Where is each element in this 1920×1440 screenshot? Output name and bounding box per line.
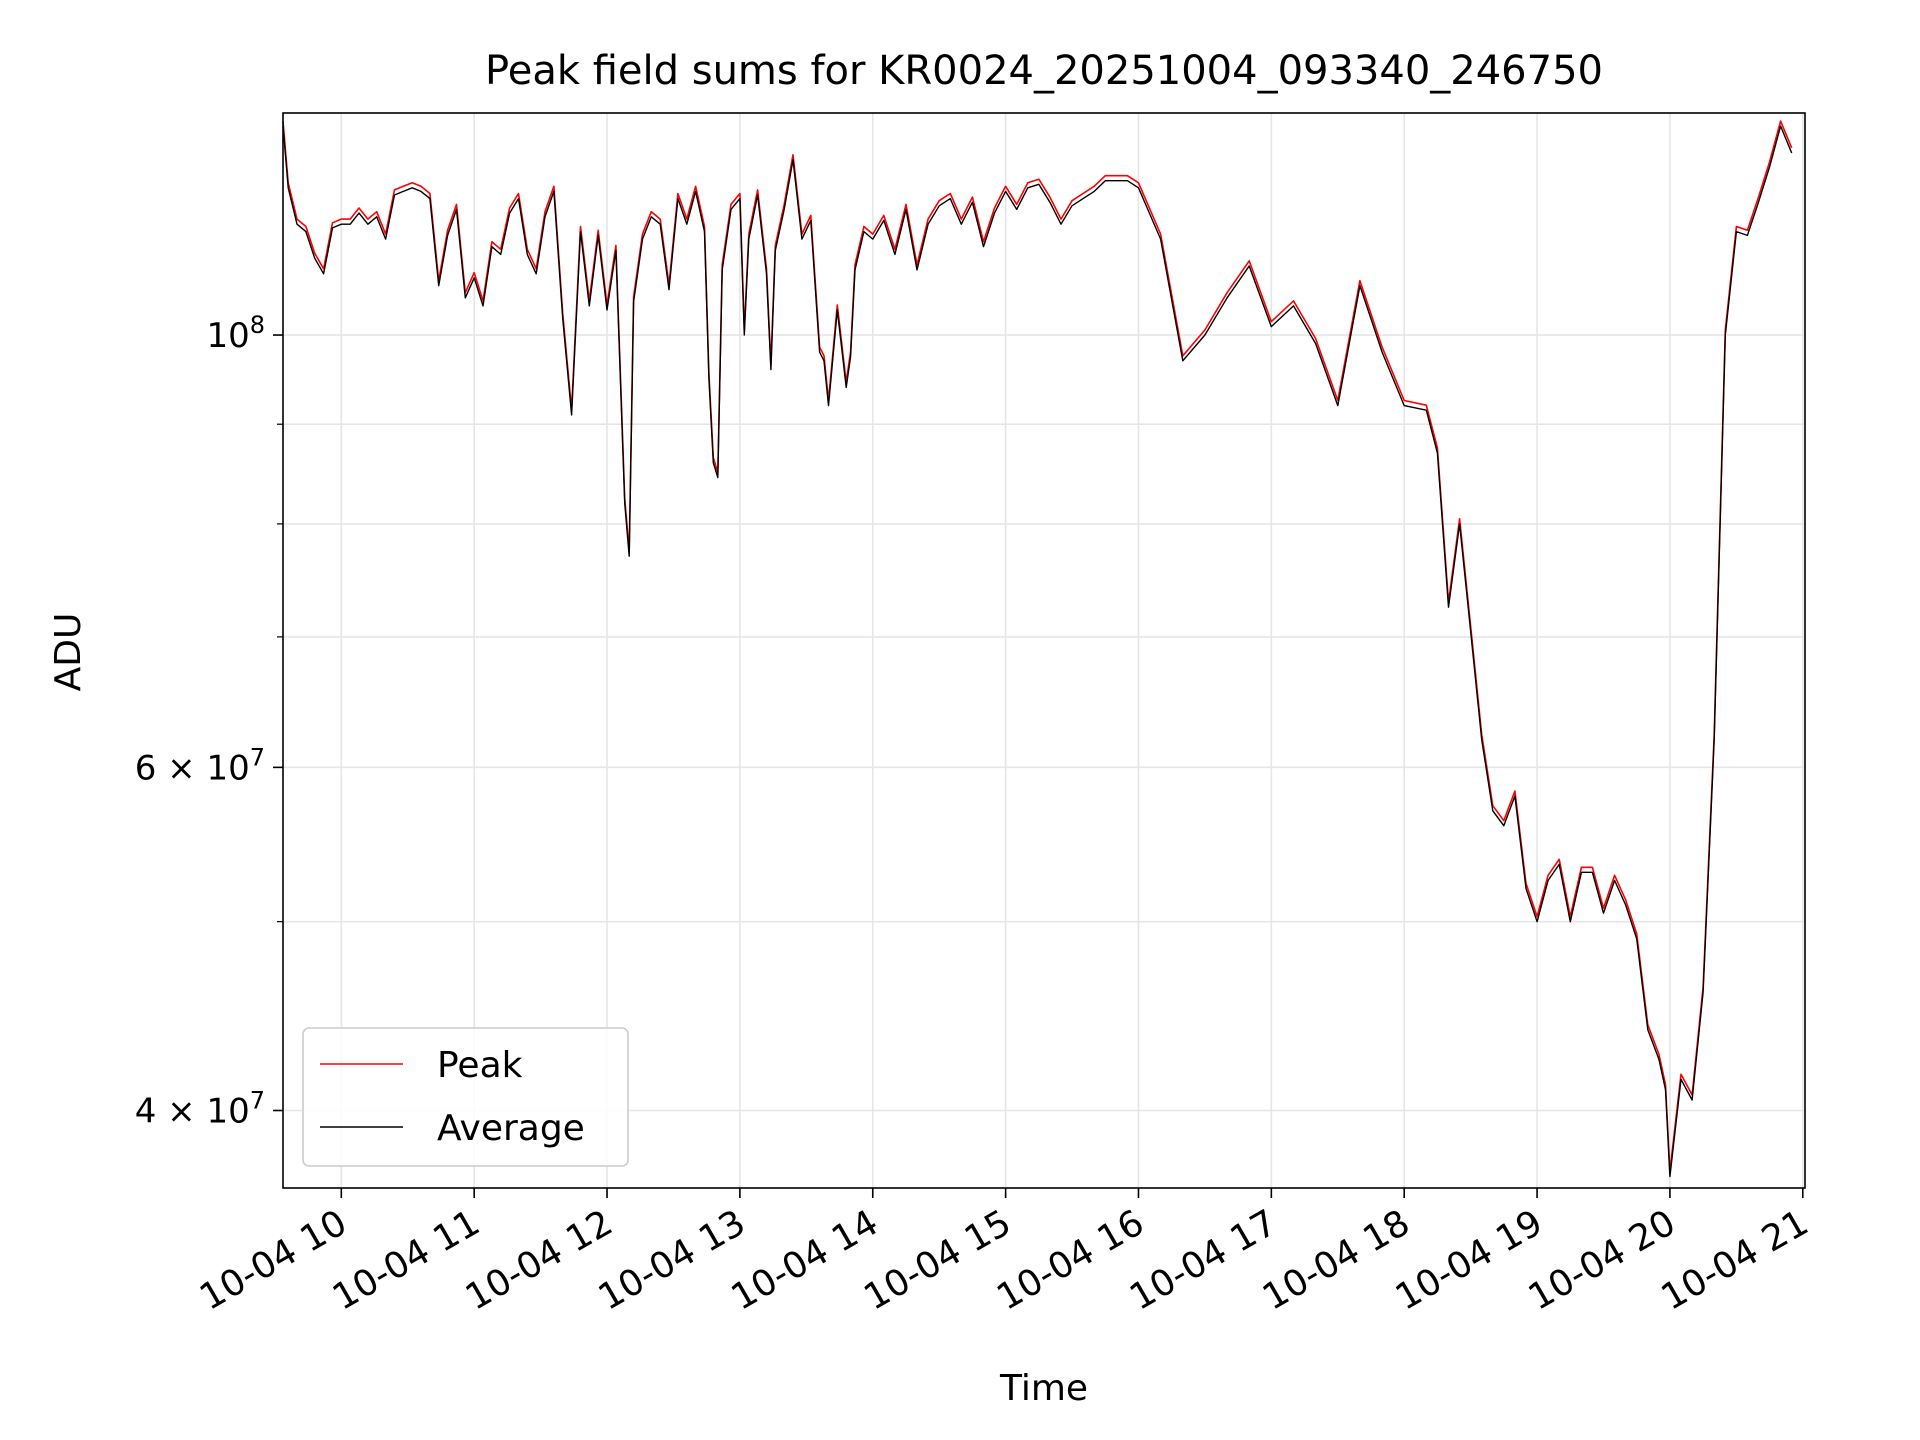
x-axis-label: Time: [999, 1368, 1088, 1409]
series-line-average: [282, 125, 1793, 1178]
chart-title: Peak field sums for KR0024_20251004_0933…: [485, 48, 1603, 94]
legend: Peak Average: [302, 1027, 629, 1167]
y-axis-label: ADU: [48, 613, 89, 692]
series-line-peak: [282, 120, 1793, 1173]
legend-peak-label: Peak: [437, 1045, 523, 1086]
y-tick-label: 4 × 107: [135, 1087, 265, 1132]
legend-average-label: Average: [437, 1108, 585, 1149]
plot-frame: [282, 112, 1806, 1189]
y-tick-label: 6 × 107: [135, 743, 265, 788]
series-layer: [282, 120, 1793, 1178]
y-tick-label: 108: [206, 311, 265, 356]
grid-lines: [283, 113, 1805, 1188]
y-axis-ticks: 108 6 × 107 4 × 107: [135, 311, 283, 1132]
legend-box: [302, 1027, 629, 1167]
